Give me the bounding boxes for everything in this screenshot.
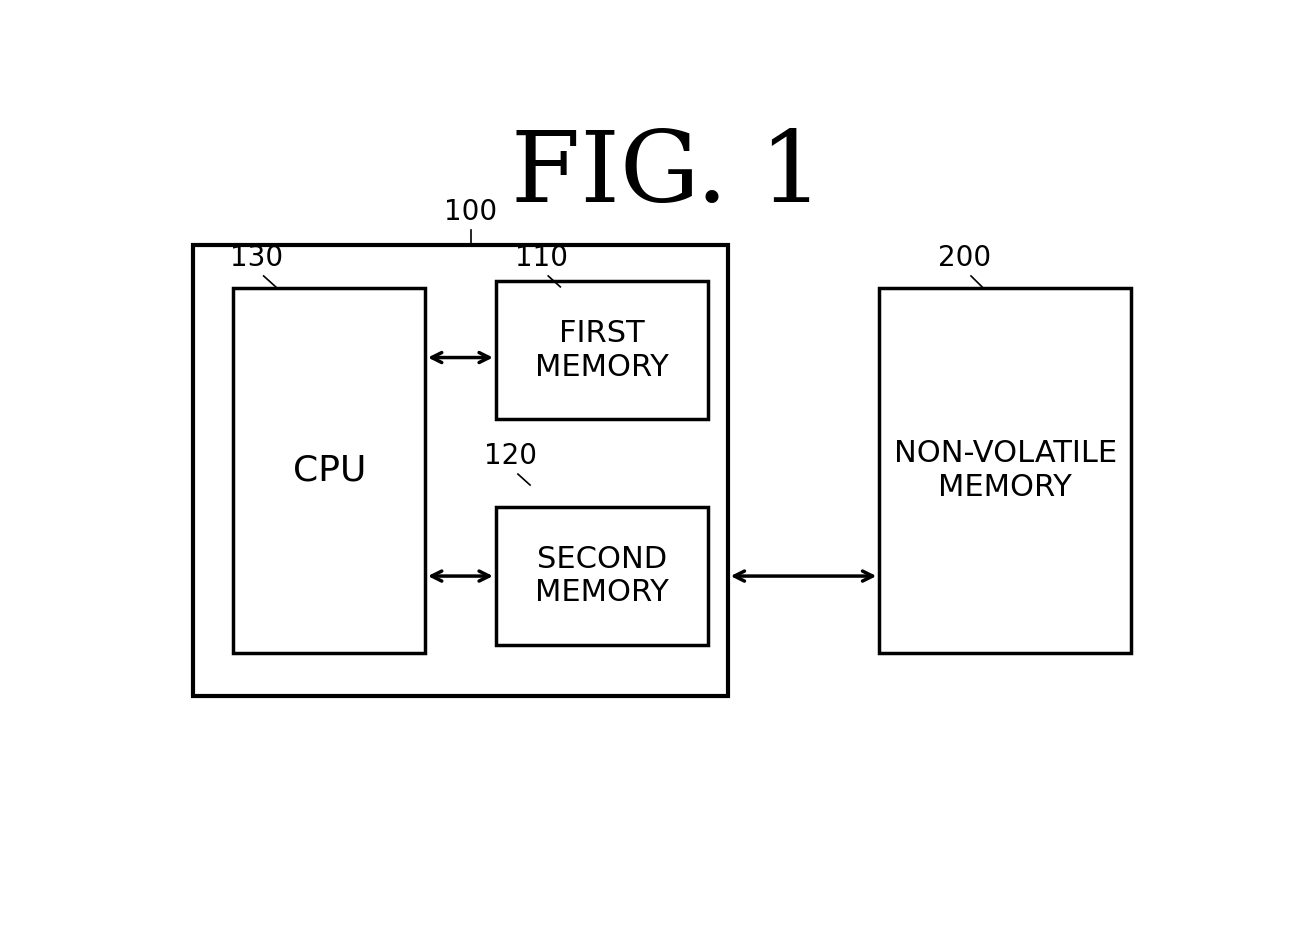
Bar (193, 245, 728, 696)
Bar (496, 507, 708, 645)
Bar (879, 289, 1131, 653)
Text: NON-VOLATILE
MEMORY: NON-VOLATILE MEMORY (893, 439, 1117, 501)
Text: 130: 130 (230, 244, 283, 272)
Text: CPU: CPU (293, 453, 366, 487)
Text: 110: 110 (514, 244, 568, 272)
Text: SECOND
MEMORY: SECOND MEMORY (535, 545, 668, 607)
Bar (496, 281, 708, 419)
Text: 120: 120 (484, 443, 538, 470)
Text: 200: 200 (939, 244, 992, 272)
Text: FIG. 1: FIG. 1 (512, 128, 823, 223)
Text: FIRST
MEMORY: FIRST MEMORY (535, 319, 668, 381)
Text: 100: 100 (444, 199, 497, 226)
Bar (233, 289, 424, 653)
